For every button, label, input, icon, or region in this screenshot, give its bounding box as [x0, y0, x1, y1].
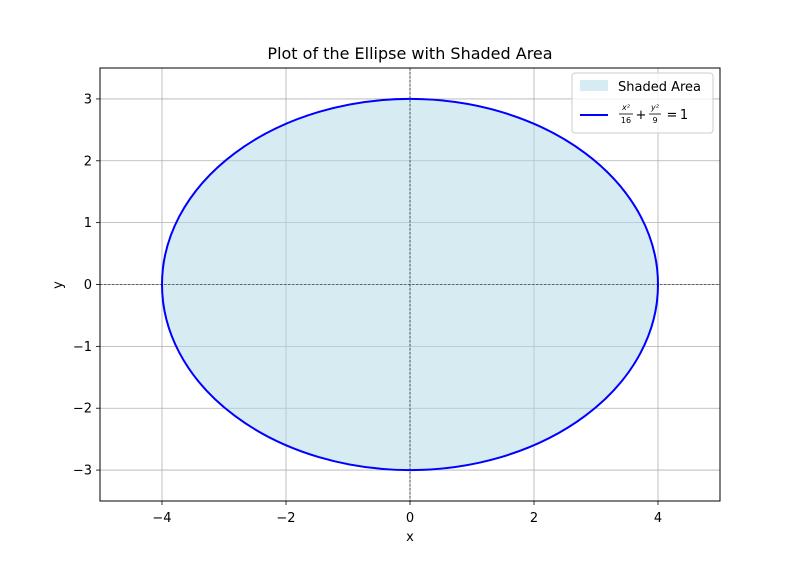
y-tick-label-1: −2 [73, 402, 92, 417]
eq-denominator-9: 9 [652, 116, 657, 125]
eq-numerator-x2: x² [621, 103, 631, 112]
y-tick-label-4: 1 [84, 216, 92, 231]
legend-label-shaded-area: Shaded Area [618, 80, 701, 95]
x-tick-label-4: 4 [654, 511, 662, 526]
ellipse-line-layer [161, 97, 659, 472]
eq-denominator-16: 16 [621, 116, 631, 125]
x-tick-label-2: 0 [406, 511, 414, 526]
eq-one: 1 [680, 108, 688, 123]
x-tick-label-0: −4 [152, 511, 171, 526]
legend-label-ellipse-equation: x² 16 + y² 9 = 1 [619, 103, 688, 125]
y-tick-label-0: −3 [73, 464, 92, 479]
x-tick-label-3: 2 [530, 511, 538, 526]
reference-lines [100, 68, 720, 501]
x-tick-label-1: −2 [276, 511, 295, 526]
y-tick-label-2: −1 [73, 340, 92, 355]
x-ticks: −4 −2 0 2 4 [152, 501, 662, 526]
x-axis-label: x [406, 530, 414, 545]
y-tick-label-3: 0 [84, 278, 92, 293]
eq-equals: = [667, 108, 678, 123]
y-tick-label-6: 3 [84, 92, 92, 107]
legend-swatch-shaded-area [580, 80, 608, 91]
y-tick-label-5: 2 [84, 154, 92, 169]
eq-plus: + [636, 108, 647, 123]
chart-title: Plot of the Ellipse with Shaded Area [267, 44, 552, 63]
y-axis-label: y [51, 281, 66, 289]
y-ticks: −3 −2 −1 0 1 2 3 [73, 92, 100, 479]
eq-numerator-y2: y² [650, 103, 660, 112]
ellipse-line [161, 97, 659, 472]
legend: Shaded Area x² 16 + y² 9 = 1 [571, 72, 714, 134]
